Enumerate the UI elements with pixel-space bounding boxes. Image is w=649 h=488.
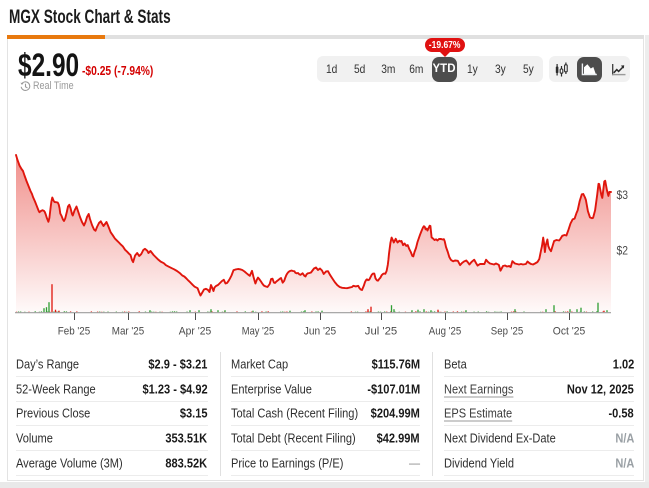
svg-text:$3: $3 bbox=[617, 190, 629, 202]
svg-text:Apr '25: Apr '25 bbox=[179, 326, 211, 338]
svg-text:Feb '25: Feb '25 bbox=[58, 326, 90, 338]
svg-text:Aug '25: Aug '25 bbox=[429, 326, 461, 338]
svg-text:$2: $2 bbox=[617, 246, 629, 258]
svg-text:Oct '25: Oct '25 bbox=[553, 326, 585, 338]
svg-text:Sep '25: Sep '25 bbox=[491, 326, 523, 338]
svg-text:Jul '25: Jul '25 bbox=[365, 326, 397, 338]
svg-text:Jun '25: Jun '25 bbox=[304, 326, 336, 338]
svg-text:Mar '25: Mar '25 bbox=[112, 326, 144, 338]
svg-text:May '25: May '25 bbox=[242, 326, 274, 338]
